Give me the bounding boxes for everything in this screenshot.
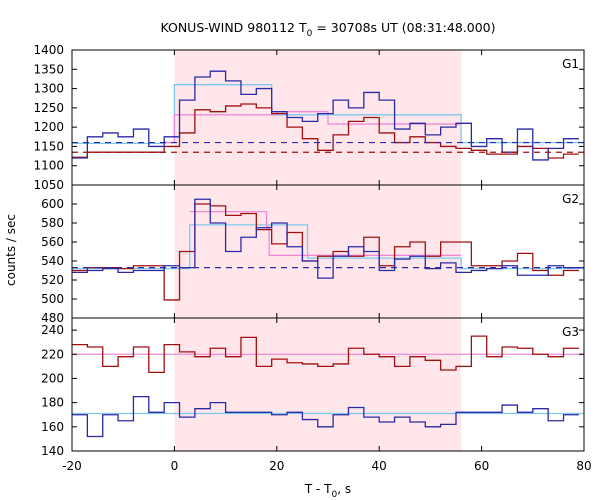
panel-label: G3 <box>562 325 579 339</box>
chart-title-main: KONUS-WIND 980112 T <box>160 20 306 35</box>
x-tick-label: 0 <box>171 459 179 473</box>
series-blue <box>72 395 579 438</box>
x-axis-label-rest: , s <box>337 482 351 496</box>
panel-g2: 480 500 520 540 560 580 600 G2 <box>41 184 585 325</box>
panels-group: 10501100115012001250130013501400G1480500… <box>33 43 591 473</box>
y-tick-label: 520 <box>41 273 64 287</box>
y-tick-label: 1350 <box>33 62 64 76</box>
y-tick-label: 200 <box>41 371 64 385</box>
series-blue <box>72 70 579 161</box>
y-tick-label: 560 <box>41 235 64 249</box>
y-tick-label: 1050 <box>33 178 64 192</box>
x-tick-label: 40 <box>372 459 387 473</box>
x-tick-label: 80 <box>576 459 591 473</box>
y-tick-label: 1300 <box>33 82 64 96</box>
series-light-blue-fit <box>72 224 584 270</box>
series-red <box>72 203 579 301</box>
panel-label: G1 <box>562 57 579 71</box>
y-tick-label: 1400 <box>33 43 64 57</box>
y-tick-label: 240 <box>41 323 64 337</box>
panel-frame <box>71 317 585 452</box>
chart-title-rest: = 30708s UT (08:31:48.000) <box>312 20 495 35</box>
y-tick-label: 1150 <box>33 139 64 153</box>
chart-title-subscript: 0 <box>307 29 313 39</box>
series-red <box>72 335 579 374</box>
y-tick-label: 480 <box>41 311 64 325</box>
y-axis-label: counts / sec <box>4 214 18 286</box>
y-tick-label: 600 <box>41 197 64 211</box>
y-tick-label: 180 <box>41 396 64 410</box>
panel-label: G2 <box>562 192 579 206</box>
y-tick-label: 160 <box>41 420 64 434</box>
y-tick-label: 140 <box>41 444 64 458</box>
x-axis-label-main: T - T <box>304 482 332 496</box>
shaded-interval <box>174 318 462 451</box>
y-tick-label: 1100 <box>33 159 64 173</box>
x-tick-label: -20 <box>62 459 82 473</box>
y-tick-label: 1250 <box>33 101 64 115</box>
x-axis-label-subscript: 0 <box>332 490 338 500</box>
panel-g1: 1050 1100 1150 1200 1250 1300 1350 1400 G1 <box>33 43 585 192</box>
x-tick-label: 20 <box>269 459 284 473</box>
y-tick-label: 500 <box>41 292 64 306</box>
series-pink-fit <box>189 210 462 256</box>
x-axis-label: T - T0, s <box>304 482 351 500</box>
panel-g3: 140 160 180 200 220 240 G3 -20 0 20 40 60 80 <box>41 317 592 473</box>
x-tick-label: 60 <box>474 459 489 473</box>
y-tick-label: 1200 <box>33 120 64 134</box>
y-tick-label: 580 <box>41 216 64 230</box>
shaded-interval <box>174 185 462 318</box>
y-tick-label: 540 <box>41 254 64 268</box>
chart-title: KONUS-WIND 980112 T0 = 30708s UT (08:31:… <box>160 20 495 39</box>
y-tick-label: 220 <box>41 347 64 361</box>
